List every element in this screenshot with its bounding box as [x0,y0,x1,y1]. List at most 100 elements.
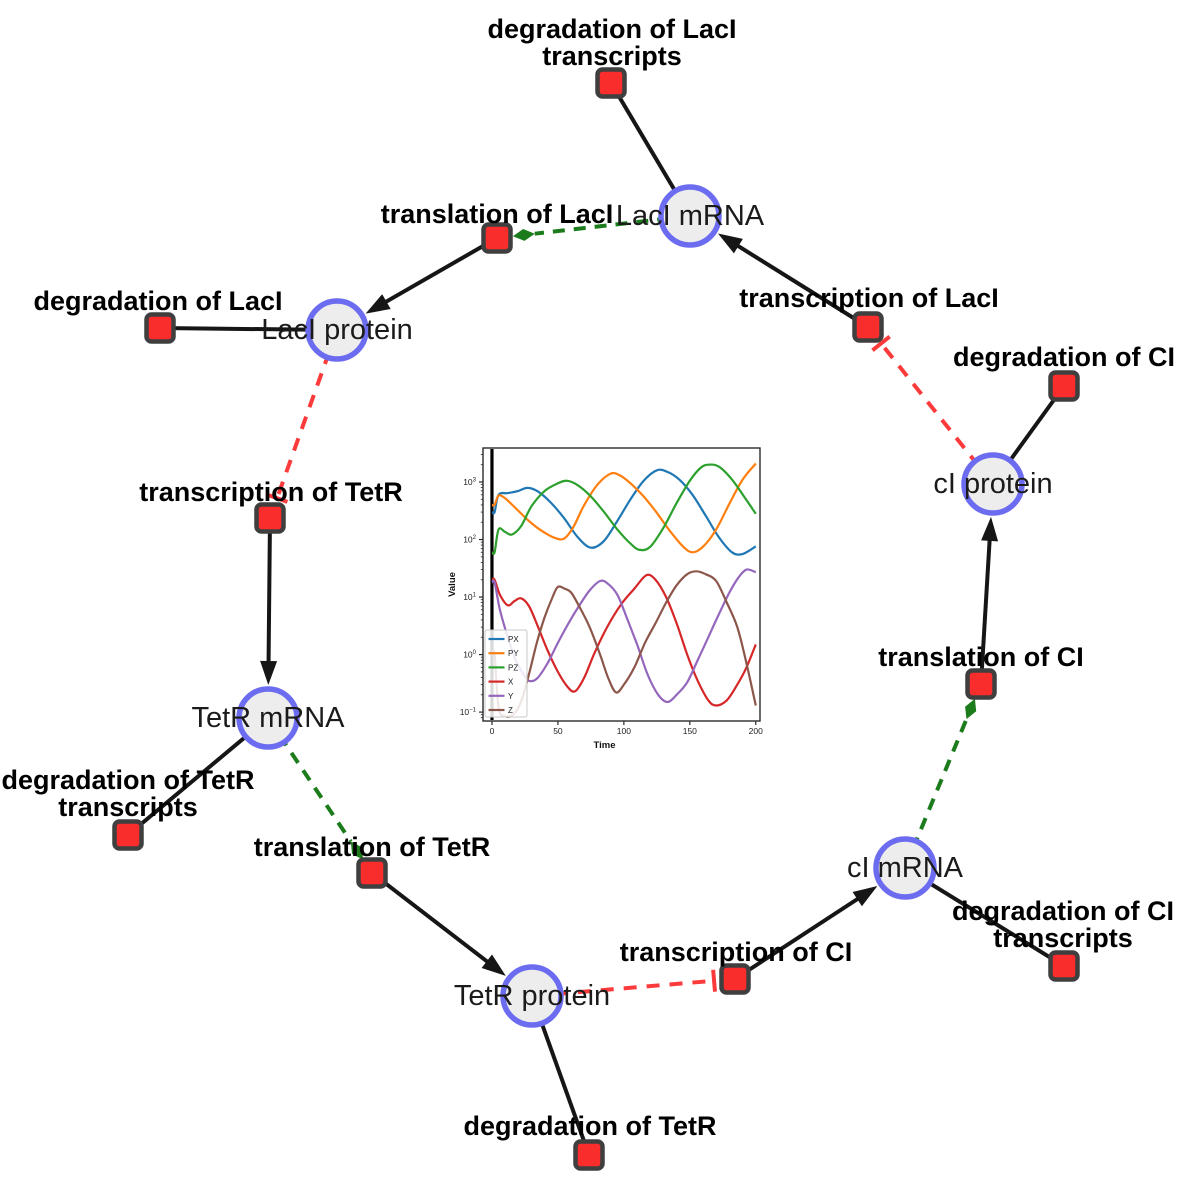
reaction-square-icon [1048,950,1080,982]
series-line-pz [490,463,757,556]
reaction-node-deg-laci-tx [595,67,627,99]
plot-ticks: 0 50 100 150 200 103 102 101 100 10−1 [460,454,763,736]
product-arrowhead-icon [718,233,743,254]
reaction-square-icon [112,819,144,851]
reaction-label-deg-laci-line1: degradation of LacI [33,286,282,316]
species-node-ci-protein [961,452,1025,516]
edge-product-transl-tetr-tetr-protein [370,871,506,976]
modifier-diamond-icon [512,229,535,241]
plot-legend: PX PY PZ XYZ [484,629,528,718]
reaction-node-transl-laci [481,222,513,254]
labels-layer: LacI mRNA LacI protein TetR mRNA TetR prote… [2,14,1176,1141]
species-circle-icon [961,452,1025,516]
species-label-tetr-protein: TetR protein [454,980,610,1012]
reaction-square-icon [852,311,884,343]
reaction-label-deg-tetr-line1: degradation of TetR [464,1111,717,1141]
series-line-x [491,573,757,707]
reaction-node-deg-ci [1048,370,1080,402]
edge-product-transl-ci-ci-protein [979,516,999,685]
reaction-label-deg-laci-tx-line2: transcripts [542,41,682,71]
plot-spines [482,447,761,722]
product-arrowhead-icon [260,660,278,685]
species-node-tetr-mrna [236,686,300,750]
y-tick-label: 103 [463,477,476,487]
reaction-node-transl-tetr [356,857,388,889]
reaction-square-icon [965,668,997,700]
reaction-label-deg-ci-line1: degradation of CI [953,342,1175,372]
reaction-label-tr-ci-line1: transcription of CI [620,937,853,967]
species-label-ci-mrna: cI mRNA [847,852,964,884]
product-arrowhead-icon [981,516,999,542]
species-node-tetr-protein [500,964,564,1028]
x-tick-label: 0 [490,726,495,736]
x-tick-label: 200 [749,726,763,736]
reaction-node-deg-tetr [573,1139,605,1171]
reaction-node-deg-ci-tx [1048,950,1080,982]
edge-product-tr-tetr-tetr-mrna [260,517,278,685]
y-tick-label: 102 [463,535,476,545]
species-label-tetr-mrna: TetR mRNA [191,702,345,734]
modifier-diamond-icon [350,841,364,860]
species-node-laci-protein [305,298,369,362]
reaction-square-icon [254,502,286,534]
species-circle-icon [236,686,300,750]
species-circle-icon [658,184,722,248]
inhibitor-tbar-icon [871,335,891,352]
y-tick-label: 101 [463,592,476,602]
inhibitor-tbar-icon [711,969,717,992]
reaction-square-icon [595,67,627,99]
product-arrowhead-icon [481,954,506,976]
product-arrowhead-icon [365,294,391,314]
legend-label-pz: PZ [508,663,518,672]
species-label-laci-protein: LacI protein [261,314,413,346]
reaction-node-deg-tetr-tx [112,819,144,851]
reaction-label-transl-ci-line1: translation of CI [878,642,1084,672]
reaction-label-tr-laci-line1: transcription of LacI [739,283,999,313]
edge-product-tr-laci-laci-mrna [718,233,870,329]
reaction-label-tr-tetr-line1: transcription of TetR [139,477,403,507]
species-label-laci-mrna: LacI mRNA [616,200,765,232]
inset-plot: 0 50 100 150 20010310210110010−1TimeValuePXP… [443,438,775,776]
reaction-label-transl-laci-line1: translation of LacI [381,199,614,229]
reaction-node-transl-ci [965,668,997,700]
reaction-node-deg-laci [144,312,176,344]
species-node-laci-mrna [658,184,722,248]
reaction-node-tr-tetr [254,502,286,534]
reaction-node-tr-laci [852,311,884,343]
x-tick-label: 50 [553,726,563,736]
product-arrowhead-icon [852,886,878,907]
inhibitor-tbar-icon [266,492,289,504]
species-node-ci-mrna [873,836,937,900]
reaction-label-deg-ci-tx-line1: degradation of CI [952,896,1174,926]
legend-label-y: Y [508,692,514,701]
series-line-px [491,468,757,556]
species-circle-icon [500,964,564,1028]
reaction-node-tr-ci [719,963,751,995]
reaction-square-icon [1048,370,1080,402]
legend-label-z: Z [508,706,513,715]
modifier-diamond-icon [965,698,977,720]
reaction-label-transl-tetr-line1: translation of TetR [254,832,491,862]
y-tick-label: 100 [463,650,476,660]
reaction-label-deg-tetr-tx-line2: transcripts [58,792,198,822]
reaction-square-icon [719,963,751,995]
reaction-label-deg-tetr-tx-line1: degradation of TetR [2,765,255,795]
x-tick-label: 100 [617,726,631,736]
reaction-label-deg-laci-tx-line1: degradation of LacI [487,14,736,44]
reaction-square-icon [356,857,388,889]
x-axis-label: Time [593,740,615,751]
x-tick-label: 150 [683,726,697,736]
legend-box [484,629,528,718]
species-circle-icon [873,836,937,900]
legend-label-py: PY [508,649,519,658]
edge-product-tr-ci-ci-mrna [733,886,878,981]
edge-product-transl-laci-laci-protein [365,236,498,314]
reaction-square-icon [144,312,176,344]
nodes-layer [112,67,1080,1171]
species-label-ci-protein: cI protein [933,468,1052,500]
reaction-label-deg-ci-tx-line2: transcripts [993,923,1133,953]
reaction-square-icon [573,1139,605,1171]
reaction-square-icon [481,222,513,254]
